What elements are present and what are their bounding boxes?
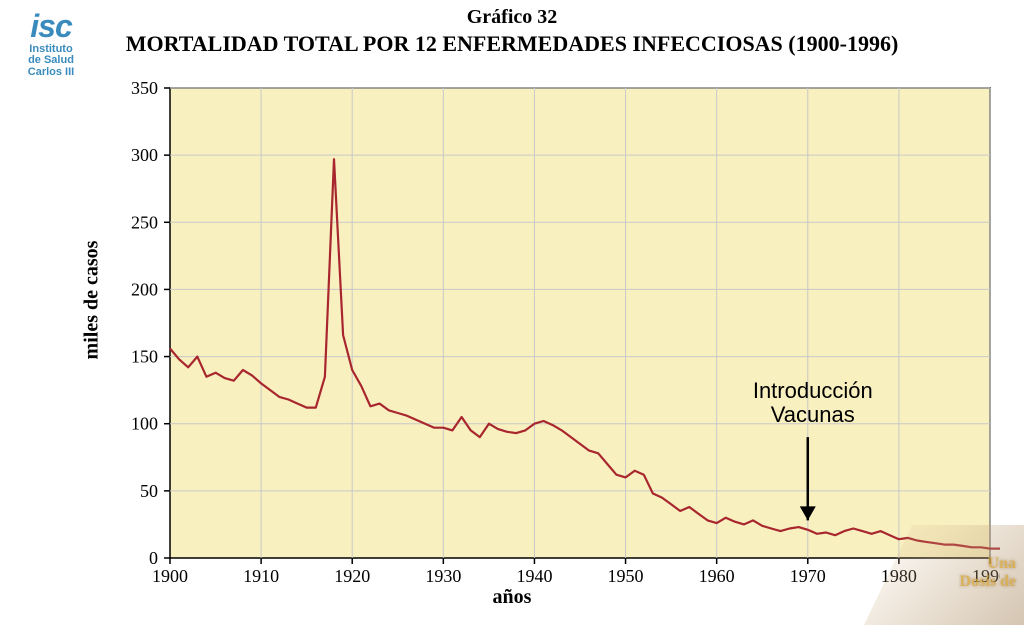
annotation-line-2: Vacunas (738, 403, 888, 427)
vaccine-annotation: Introducción Vacunas (738, 379, 888, 427)
mortality-line-chart: 0 50 100 150 200 250 300 350 1900 1910 1920 1930 194… (110, 78, 1000, 599)
svg-text:1900: 1900 (152, 566, 188, 586)
svg-text:350: 350 (131, 78, 158, 98)
svg-text:0: 0 (149, 548, 158, 568)
svg-text:300: 300 (131, 145, 158, 165)
chart-titles: Gráfico 32 MORTALIDAD TOTAL POR 12 ENFER… (0, 0, 1024, 57)
annotation-line-1: Introducción (738, 379, 888, 403)
svg-text:250: 250 (131, 212, 158, 232)
svg-text:150: 150 (131, 347, 158, 367)
logo-text-2: de Salud (16, 55, 86, 67)
svg-text:1960: 1960 (699, 566, 735, 586)
svg-text:1930: 1930 (425, 566, 461, 586)
svg-text:1950: 1950 (608, 566, 644, 586)
svg-text:100: 100 (131, 414, 158, 434)
y-axis-label: miles de casos (81, 241, 104, 360)
svg-text:1910: 1910 (243, 566, 279, 586)
svg-text:1980: 1980 (881, 566, 917, 586)
chart-number: Gráfico 32 (0, 6, 1024, 29)
svg-text:1940: 1940 (516, 566, 552, 586)
chart-svg: 0 50 100 150 200 250 300 350 1900 1910 1920 1930 194… (110, 78, 1000, 594)
svg-text:50: 50 (140, 481, 158, 501)
svg-text:1990: 1990 (972, 566, 1000, 586)
logo-mark: isc (30, 10, 71, 44)
logo-text-3: Carlos III (16, 67, 86, 79)
svg-text:1920: 1920 (334, 566, 370, 586)
x-axis-label: años (0, 586, 1024, 609)
chart-title: MORTALIDAD TOTAL POR 12 ENFERMEDADES INF… (0, 31, 1024, 57)
institute-logo: isc Instituto de Salud Carlos III (16, 10, 86, 78)
svg-text:200: 200 (131, 279, 158, 299)
svg-text:1970: 1970 (790, 566, 826, 586)
